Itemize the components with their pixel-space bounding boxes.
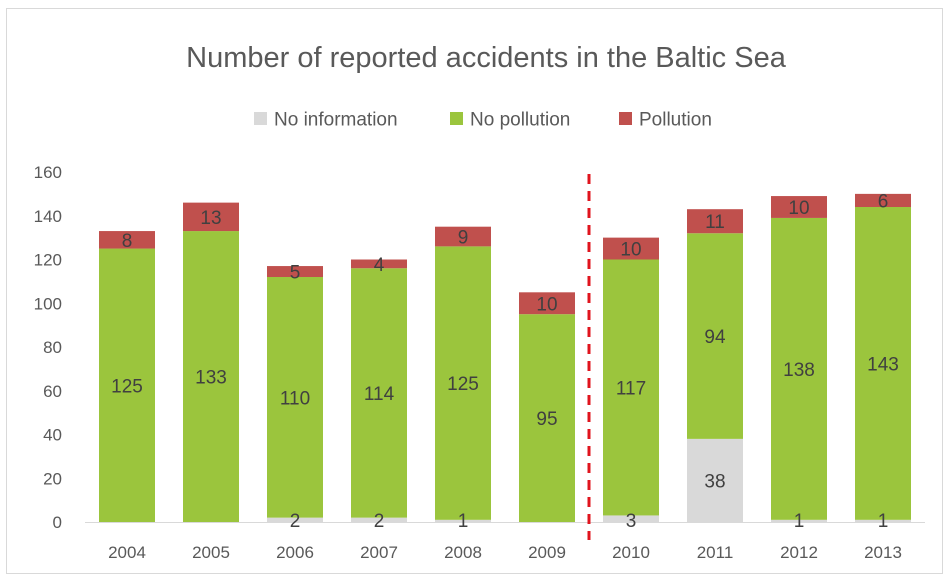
data-label: 6 <box>878 191 889 212</box>
data-label: 133 <box>195 368 227 389</box>
bar-segment-pollution <box>435 226 491 247</box>
data-label: 3 <box>626 511 637 532</box>
bar-segment-pollution <box>687 209 743 234</box>
x-tick-label: 2010 <box>612 543 650 562</box>
bar-segment-no-information <box>687 438 743 522</box>
bar-segment-pollution <box>519 292 575 315</box>
data-label: 13 <box>200 208 221 229</box>
legend-label-no-information: No information <box>274 110 398 131</box>
y-tick-label: 120 <box>34 251 62 270</box>
legend-swatch-no-pollution <box>450 112 463 125</box>
bars <box>99 193 911 522</box>
legend-label-no-pollution: No pollution <box>470 110 570 131</box>
bar-segment-pollution <box>183 202 239 232</box>
data-label: 1 <box>458 511 469 532</box>
data-label: 95 <box>536 409 557 430</box>
x-tick-label: 2004 <box>108 543 146 562</box>
bar-segment-no-information <box>603 515 659 522</box>
x-axis: 2004 2005 2006 2007 2008 2009 2010 2011 2012 2013 <box>85 522 925 562</box>
x-tick-label: 2005 <box>192 543 230 562</box>
legend-swatch-pollution <box>619 112 632 125</box>
chart-title: Number of reported accidents in the Balt… <box>186 42 787 74</box>
bar-segment-pollution <box>99 231 155 249</box>
y-tick-label: 0 <box>53 513 62 532</box>
bar-segment-no-pollution <box>435 246 491 520</box>
data-label: 1 <box>878 511 889 532</box>
data-label: 110 <box>280 388 310 409</box>
bar-segment-no-information <box>771 519 827 522</box>
x-tick-label: 2007 <box>360 543 398 562</box>
data-label: 9 <box>458 228 469 249</box>
bar-segment-no-pollution <box>771 217 827 520</box>
bar-segment-pollution <box>351 259 407 269</box>
x-tick-label: 2006 <box>276 543 314 562</box>
y-tick-label: 60 <box>43 382 62 401</box>
y-tick-label: 40 <box>43 426 62 445</box>
data-label: 5 <box>290 263 301 284</box>
data-label: 114 <box>364 384 395 405</box>
y-tick-label: 160 <box>34 163 62 182</box>
data-label: 8 <box>122 231 133 252</box>
data-label: 94 <box>704 327 726 348</box>
bar-segment-no-pollution <box>603 259 659 516</box>
data-label: 10 <box>536 294 557 315</box>
bar-segment-no-information <box>267 517 323 522</box>
x-tick-label: 2008 <box>444 543 482 562</box>
bar-segment-no-information <box>351 517 407 522</box>
y-tick-label: 140 <box>34 207 62 226</box>
bar-segment-no-pollution <box>687 233 743 439</box>
legend-swatch-no-information <box>254 112 267 125</box>
bar-segment-no-pollution <box>267 277 323 518</box>
legend-label-pollution: Pollution <box>639 110 712 131</box>
bar-segment-no-pollution <box>855 207 911 520</box>
data-label: 4 <box>374 255 385 276</box>
bar-segment-pollution <box>603 237 659 260</box>
bar-segment-pollution <box>771 196 827 218</box>
bar-segment-pollution <box>267 266 323 277</box>
data-label: 10 <box>788 198 809 219</box>
bar-segment-no-pollution <box>351 268 407 518</box>
y-tick-label: 20 <box>43 469 62 488</box>
bar-segment-no-pollution <box>183 231 239 522</box>
data-label: 1 <box>794 511 805 532</box>
x-tick-label: 2011 <box>697 543 734 562</box>
data-label: 138 <box>783 360 815 381</box>
y-axis: 0 20 40 60 80 100 120 140 160 <box>34 163 62 532</box>
bar-segment-no-pollution <box>99 248 155 522</box>
data-label: 10 <box>620 240 641 261</box>
data-label: 117 <box>616 378 646 399</box>
data-label: 125 <box>447 374 479 395</box>
x-tick-label: 2012 <box>780 543 818 562</box>
bar-segment-pollution <box>855 193 911 207</box>
data-label: 2 <box>374 511 385 532</box>
data-label: 143 <box>867 354 899 375</box>
bar-segment-no-information <box>855 519 911 522</box>
y-tick-label: 80 <box>43 338 62 357</box>
data-label: 38 <box>704 471 725 492</box>
data-label: 125 <box>111 376 143 397</box>
bar-segment-no-pollution <box>519 314 575 522</box>
x-tick-label: 2013 <box>864 543 902 562</box>
y-tick-label: 100 <box>34 294 62 313</box>
bar-segment-no-information <box>435 519 491 522</box>
data-labels: 1258133132110521144112599510311710389411… <box>111 191 899 532</box>
legend: No information No pollution Pollution <box>254 110 712 131</box>
data-label: 11 <box>705 212 725 233</box>
x-tick-label: 2009 <box>528 543 566 562</box>
data-label: 2 <box>290 511 301 532</box>
